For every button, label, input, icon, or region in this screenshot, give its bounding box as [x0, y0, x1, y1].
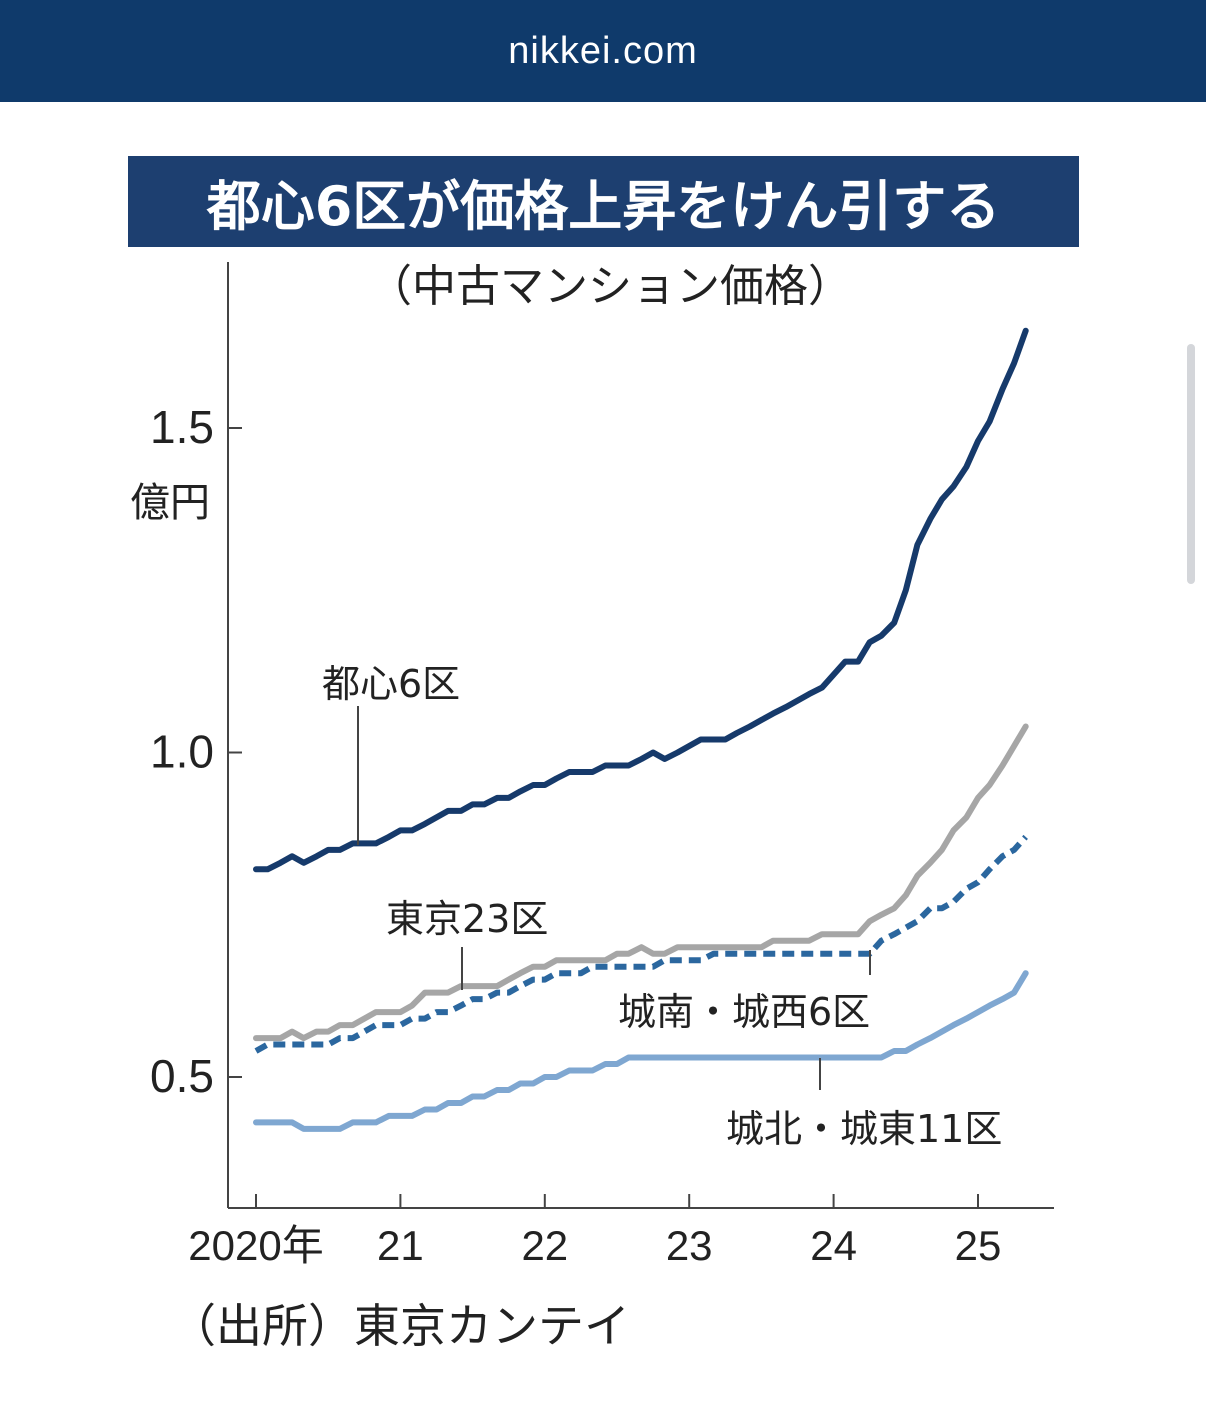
site-header: nikkei.com — [0, 0, 1206, 102]
annotation-label: 城北・城東11区 — [726, 1107, 1002, 1151]
annotation-label: 城南・城西6区 — [618, 990, 870, 1034]
chart-title: 都心6区が価格上昇をけん引する — [206, 175, 1001, 238]
series-line-jonan-josai6 — [254, 834, 1028, 1054]
y-tick-label: 1.5 — [150, 401, 214, 453]
y-axis-unit-label: 億円 — [130, 480, 210, 526]
scrollbar-thumb[interactable] — [1187, 344, 1195, 584]
chart-title-box: 都心6区が価格上昇をけん引する — [128, 156, 1079, 247]
x-tick-label: 22 — [521, 1222, 568, 1269]
series-line-johoku-joto11 — [253, 970, 1029, 1132]
series-line-central6 — [253, 327, 1029, 873]
x-tick-label: 21 — [377, 1222, 424, 1269]
y-tick-label: 1.0 — [150, 726, 214, 778]
chart-axes: 0.5 1.0 1.5 2020年 21 22 23 24 25 — [150, 262, 1054, 1269]
x-tick-label: 25 — [955, 1222, 1002, 1269]
annotation-label: 東京23区 — [386, 897, 548, 941]
x-tick-label: 23 — [666, 1222, 713, 1269]
chart-series — [253, 327, 1029, 1132]
chart-subtitle: （中古マンション価格） — [368, 261, 852, 312]
series-line-tokyo23 — [253, 723, 1029, 1042]
chart-source: （出所）東京カンテイ — [170, 1299, 630, 1353]
x-tick-label: 24 — [810, 1222, 857, 1269]
site-domain[interactable]: nikkei.com — [508, 29, 698, 72]
annotation-label: 都心6区 — [322, 662, 460, 706]
x-tick-label: 2020年 — [188, 1222, 323, 1269]
y-tick-label: 0.5 — [150, 1050, 214, 1102]
